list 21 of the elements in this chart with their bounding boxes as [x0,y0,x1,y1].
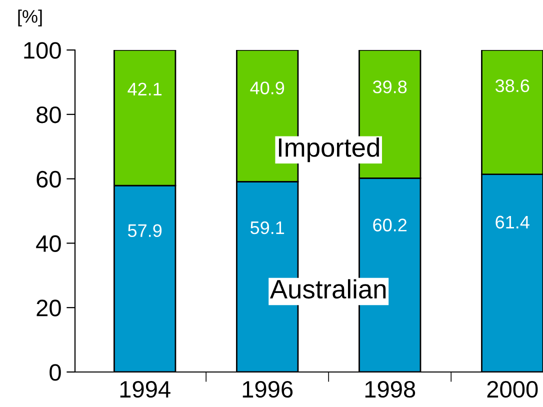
data-label: 40.9 [250,82,284,94]
y-tick-label: 20 [36,300,61,316]
series-label: Imported [278,138,379,162]
data-label: 61.4 [496,216,530,229]
data-label: 57.9 [128,224,162,238]
x-tick-label: 1994 [120,380,170,398]
data-label: 38.6 [495,79,530,92]
series-label: Australian [270,279,386,299]
data-label: 42.1 [128,82,162,96]
y-tick-label: 0 [50,364,61,381]
data-label: 39.8 [372,80,407,94]
x-tick-label: 2000 [487,380,538,398]
data-label: 60.2 [373,218,407,232]
x-tick-label: 1998 [365,380,416,398]
x-tick-label: 1996 [242,380,293,398]
y-tick-label: 40 [36,235,61,252]
y-tick-label: 80 [36,106,61,124]
y-axis-title: [%] [18,10,42,26]
y-tick-label: 60 [36,170,61,188]
data-label: 59.1 [250,221,284,234]
y-tick-label: 100 [24,42,61,59]
